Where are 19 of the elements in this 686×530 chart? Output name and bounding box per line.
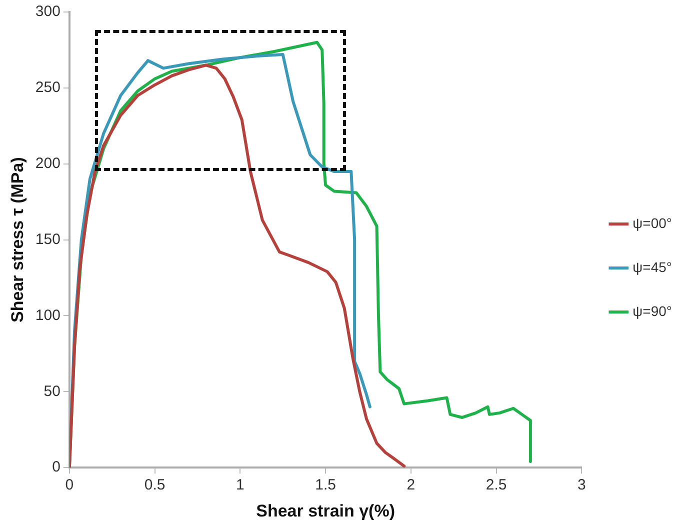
x-tick-label: 0.5 bbox=[144, 476, 166, 494]
x-tick-label: 1.5 bbox=[315, 476, 336, 494]
y-tick-label: 150 bbox=[35, 230, 60, 248]
y-tick-label: 100 bbox=[35, 306, 60, 324]
legend-label: ψ=00° bbox=[632, 214, 672, 231]
y-tick-label: 200 bbox=[35, 155, 60, 172]
x-tick-label: 2 bbox=[406, 476, 416, 494]
y-tick-label: 300 bbox=[35, 3, 60, 20]
x-tick-label: 2.5 bbox=[486, 476, 507, 494]
x-tick-label: 3 bbox=[578, 476, 586, 494]
y-tick-label: 250 bbox=[35, 79, 60, 96]
x-axis-title: Shear strain γ(%) bbox=[256, 501, 395, 520]
y-tick-label: 50 bbox=[44, 382, 60, 400]
x-tick-label: 0 bbox=[65, 476, 74, 494]
x-tick-label: 1 bbox=[236, 476, 244, 494]
legend-label: ψ=90° bbox=[632, 302, 672, 319]
y-tick-label: 0 bbox=[52, 458, 60, 476]
y-axis-title: Shear stress τ (MPa) bbox=[8, 157, 27, 322]
legend-label: ψ=45° bbox=[632, 258, 672, 275]
